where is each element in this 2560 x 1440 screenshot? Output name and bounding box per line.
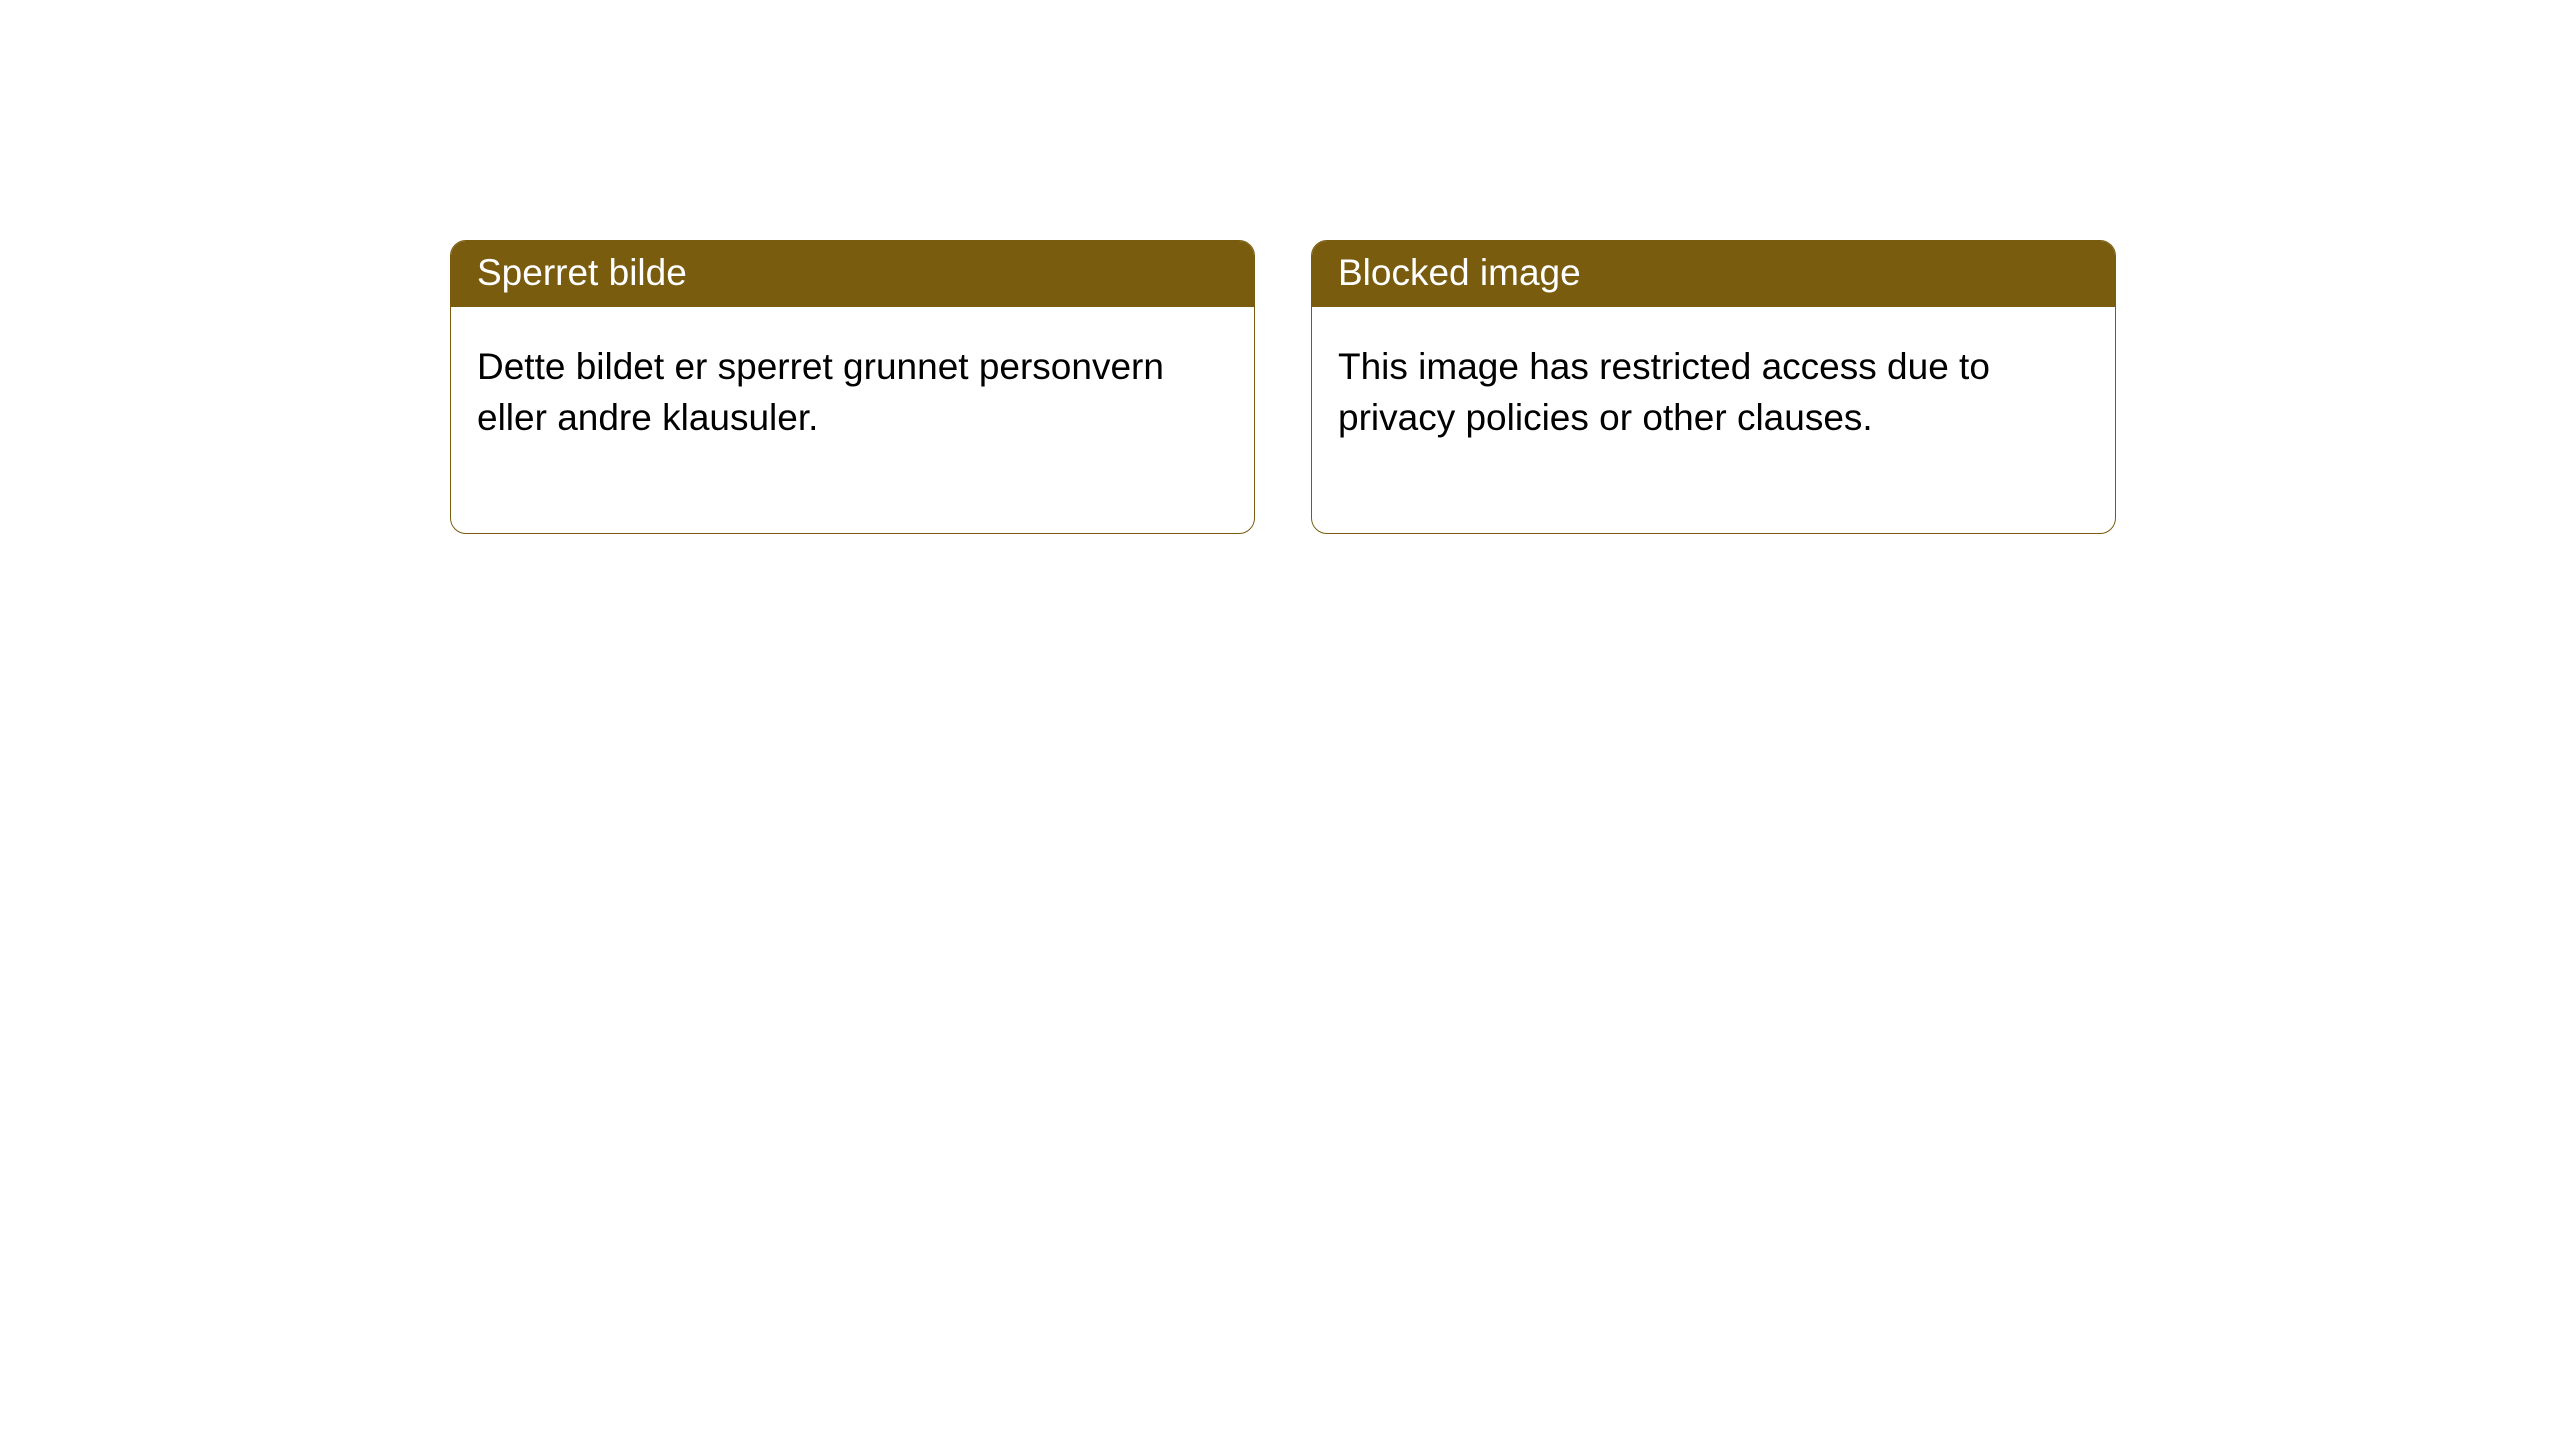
notice-card-title: Blocked image <box>1312 241 2115 307</box>
notice-card-norwegian: Sperret bilde Dette bildet er sperret gr… <box>450 240 1255 534</box>
notice-card-body: This image has restricted access due to … <box>1312 307 2115 533</box>
notice-card-body: Dette bildet er sperret grunnet personve… <box>451 307 1254 533</box>
notice-container: Sperret bilde Dette bildet er sperret gr… <box>0 0 2560 534</box>
notice-card-title: Sperret bilde <box>451 241 1254 307</box>
notice-card-english: Blocked image This image has restricted … <box>1311 240 2116 534</box>
